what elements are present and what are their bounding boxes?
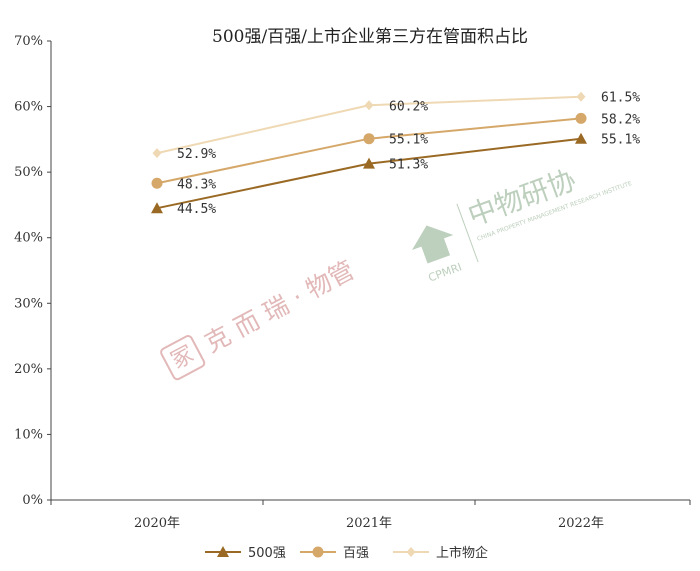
- data-label: 60.2%: [389, 99, 428, 114]
- watermark-right-abbr: CPMRI: [427, 261, 464, 285]
- data-point: [363, 133, 375, 145]
- watermark-left-text: 克 而 瑞 · 物管: [200, 255, 359, 358]
- y-tick-label: 20%: [14, 362, 43, 377]
- axes: 0% 10% 20% 30% 40% 50% 60% 70% 2020年 2021年 2022年: [14, 34, 691, 531]
- data-point: [364, 100, 374, 111]
- data-labels-layer: 44.5% 51.3% 55.1% 48.3% 55.1% 58.2% 52.9% 60.2%…: [177, 91, 640, 217]
- data-point: [151, 202, 163, 214]
- data-label: 51.3%: [389, 158, 428, 173]
- y-tick-label: 10%: [14, 427, 43, 442]
- data-point: [151, 177, 163, 189]
- y-tick-label: 60%: [14, 100, 43, 115]
- legend-label: 上市物企: [436, 545, 488, 561]
- seal-icon: [160, 335, 206, 381]
- data-label: 48.3%: [177, 177, 216, 192]
- legend-marker: [217, 546, 229, 557]
- x-tick-label: 2021年: [346, 516, 392, 531]
- y-tick-label: 0%: [22, 493, 43, 508]
- y-tick-label: 40%: [14, 231, 43, 246]
- series-layer: [151, 91, 587, 214]
- data-label: 55.1%: [389, 133, 428, 148]
- data-point: [363, 157, 375, 169]
- data-point: [576, 91, 586, 102]
- data-label: 55.1%: [601, 133, 640, 148]
- x-tick-label: 2020年: [134, 516, 180, 531]
- series-line: [156, 117, 582, 185]
- x-tick-label: 2022年: [558, 516, 604, 531]
- y-tick-label: 50%: [14, 165, 43, 180]
- data-point: [152, 148, 162, 159]
- data-label: 44.5%: [177, 202, 216, 217]
- house-logo-icon: [412, 225, 454, 264]
- data-label: 52.9%: [177, 147, 216, 162]
- data-label: 58.2%: [601, 112, 640, 127]
- chart-title: 500强/百强/上市企业第三方在管面积占比: [212, 27, 528, 47]
- legend-label: 500强: [248, 546, 286, 561]
- legend-marker: [406, 547, 416, 557]
- data-label: 61.5%: [601, 91, 640, 106]
- legend-marker: [312, 546, 324, 558]
- watermark-right: CPMRI 中物研协 CHINA PROPERTY MANAGEMENT RES…: [412, 163, 633, 285]
- y-tick-label: 30%: [14, 296, 43, 311]
- y-tick-label: 70%: [14, 34, 43, 49]
- legend-label: 百强: [343, 546, 369, 561]
- legend: 500强 百强 上市物企: [205, 545, 488, 561]
- data-point: [575, 112, 587, 124]
- watermark-left: 冢 克 而 瑞 · 物管: [160, 255, 359, 381]
- data-point: [575, 132, 587, 144]
- seal-char: 冢: [167, 342, 198, 374]
